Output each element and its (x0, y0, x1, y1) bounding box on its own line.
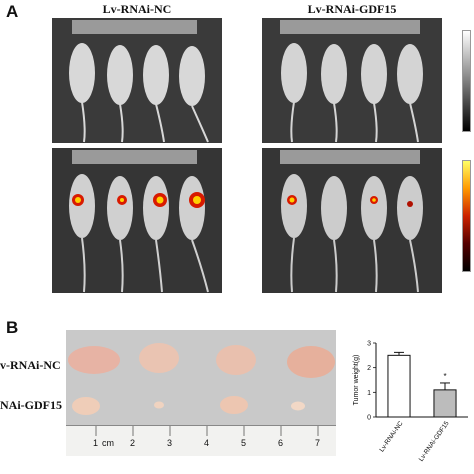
ruler-ticks (95, 426, 319, 436)
panel-a-letter: A (6, 2, 19, 21)
row-label-nc: v-RNAi-NC (0, 358, 61, 372)
significance-marker: * (443, 372, 446, 381)
y-axis-label: Tumor weight(g) (353, 355, 360, 406)
mouse-figure (361, 44, 387, 143)
mouse-figure (281, 43, 307, 143)
tumor-nc (68, 343, 335, 378)
mice-signal-illustration (69, 150, 209, 293)
x-tick-label: Lv-RNAi-GDF15 (418, 420, 451, 463)
ruler-tick-label: 4 (204, 438, 210, 448)
y-tick-label: 3 (367, 341, 371, 348)
tumor-gdf15 (72, 396, 305, 415)
group-title-nc: Lv-RNAi-NC (102, 2, 172, 16)
y-tick-label: 1 (367, 390, 371, 397)
row-label-gdf15: NAi-GDF15 (0, 398, 62, 412)
mouse-figure (143, 45, 169, 143)
tumor-weight-chart: 0 1 2 3 Tumor weight(g) Lv-RNAi-NC Lv-RNAi-GDF… (353, 341, 468, 463)
tumor-photo (66, 330, 336, 425)
bar (433, 389, 457, 418)
mice-illustration (280, 20, 423, 143)
ruler-tick-label: 7 (315, 438, 321, 448)
mouse-figure (107, 45, 133, 143)
ruler-tick-label: 2 (130, 438, 136, 448)
y-tick-label: 2 (367, 365, 371, 372)
grayscale-colorbar (462, 30, 471, 132)
mice-signal-illustration (280, 150, 423, 293)
group-title-gdf15: Lv-RNAi-GDF15 (307, 2, 397, 16)
ruler-tick-label: 1 (93, 438, 99, 448)
ruler: 1 cm 2 3 4 5 6 7 (66, 425, 336, 456)
mice-illustration (69, 20, 209, 143)
ruler-tick-label: 3 (167, 438, 173, 448)
photo-gdf15-luminescence (262, 148, 442, 293)
luminescence-colorbar (462, 160, 471, 272)
ruler-tick-label: 6 (278, 438, 284, 448)
mouse-figure (397, 44, 423, 143)
ruler-tick-label: 5 (241, 438, 247, 448)
mouse-figure (69, 43, 95, 143)
photo-gdf15-brightfield (262, 18, 442, 143)
photo-nc-brightfield (52, 18, 222, 143)
mouse-figure (321, 44, 347, 143)
bar (387, 354, 411, 418)
mouse-figure (179, 46, 209, 143)
photo-nc-luminescence (52, 148, 222, 293)
luminescence-signal (287, 195, 413, 207)
ruler-unit-label: cm (102, 438, 114, 448)
y-tick-label: 0 (367, 415, 371, 422)
luminescence-signal (72, 192, 205, 208)
tumors-illustration (68, 343, 335, 415)
x-tick-label: Lv-RNAi-NC (378, 420, 404, 454)
panel-b-letter: B (6, 318, 19, 337)
